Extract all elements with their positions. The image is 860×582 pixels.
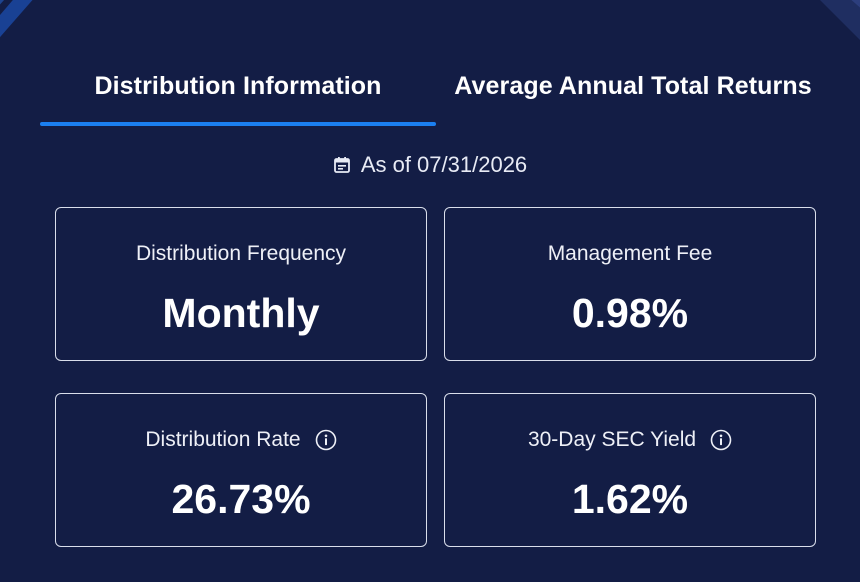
- background-streak-left: [0, 0, 33, 38]
- card-distribution-rate: Distribution Rate 26.73%: [55, 393, 427, 547]
- card-label-text: Management Fee: [547, 242, 713, 265]
- card-label-text: Distribution Frequency: [135, 242, 347, 265]
- card-value: 26.73%: [171, 476, 311, 522]
- info-icon[interactable]: [710, 429, 732, 451]
- card-value: 1.62%: [571, 476, 689, 522]
- tab-distribution-information[interactable]: Distribution Information: [40, 60, 436, 126]
- active-tab-indicator: [40, 122, 436, 126]
- tab-bar: Distribution Information Average Annual …: [40, 60, 830, 126]
- as-of-text: As of 07/31/2026: [360, 152, 528, 177]
- card-30-day-sec-yield: 30-Day SEC Yield 1.62%: [444, 393, 816, 547]
- tab-label: Distribution Information: [94, 72, 382, 100]
- info-icon[interactable]: [315, 429, 337, 451]
- calendar-icon: [333, 156, 351, 174]
- card-distribution-frequency: Distribution Frequency Monthly: [55, 207, 427, 361]
- tab-label: Average Annual Total Returns: [454, 72, 812, 100]
- card-label-text: Distribution Rate: [145, 428, 301, 451]
- card-label: Distribution Frequency: [56, 242, 426, 266]
- tab-average-annual-total-returns[interactable]: Average Annual Total Returns: [436, 60, 830, 126]
- card-value: Monthly: [162, 290, 320, 336]
- card-label: Distribution Rate: [56, 428, 426, 452]
- card-label: 30-Day SEC Yield: [445, 428, 815, 452]
- card-label-text: 30-Day SEC Yield: [527, 428, 697, 451]
- as-of-date: As of 07/31/2026: [0, 150, 860, 180]
- card-label: Management Fee: [445, 242, 815, 266]
- card-value: 0.98%: [571, 290, 689, 336]
- card-management-fee: Management Fee 0.98%: [444, 207, 816, 361]
